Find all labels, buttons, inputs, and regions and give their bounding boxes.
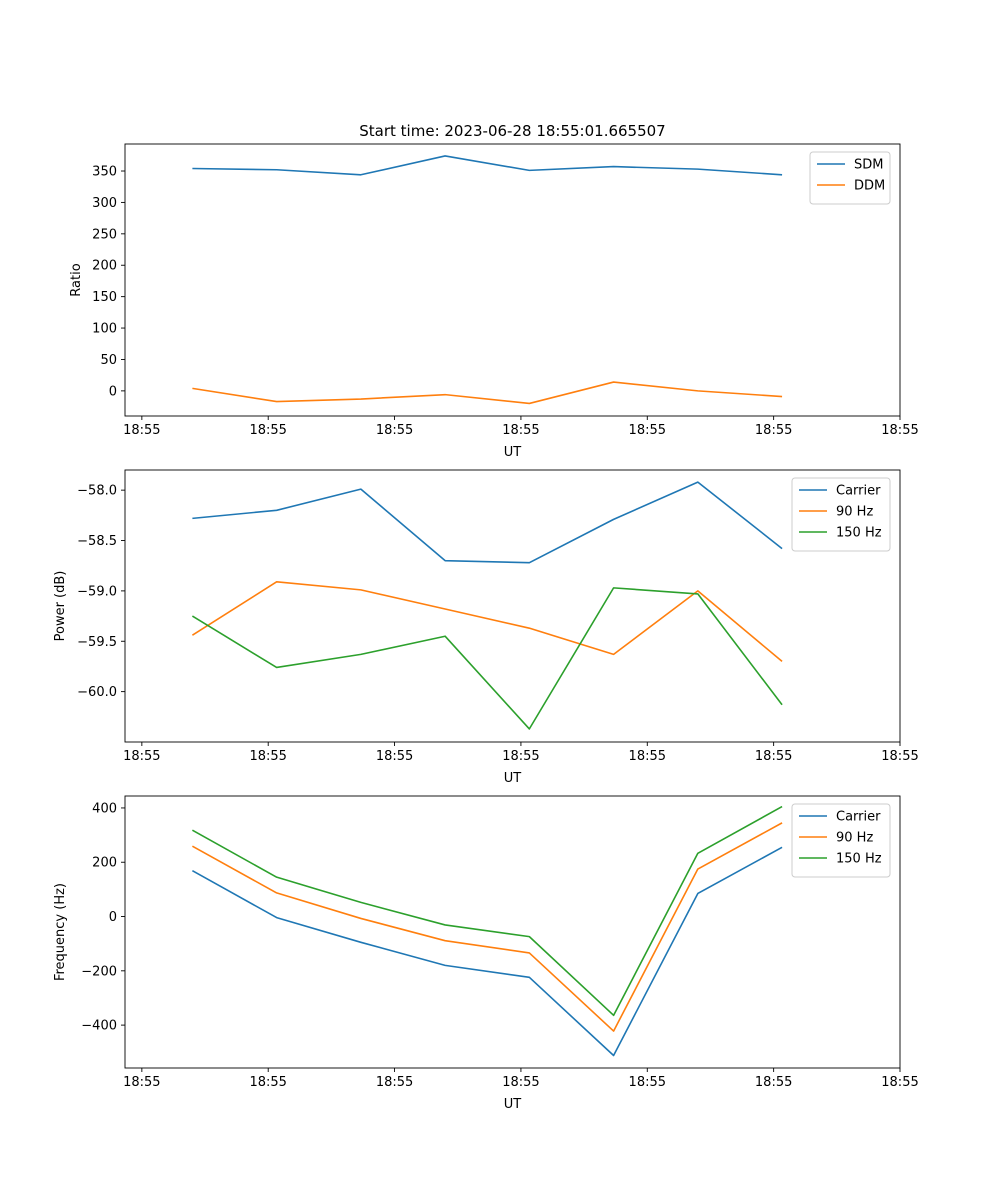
chart-panel-2: 18:55 18:55 18:55 18:55 18:55 18:55 18:55 −58.0… — [53, 469, 919, 786]
legend-entry: 150 Hz — [836, 526, 882, 541]
x-tick-label: 18:55 — [249, 749, 286, 764]
series-line-3-3 — [192, 805, 783, 1017]
legend-entry: DDM — [854, 179, 885, 194]
x-tick-label: 18:55 — [629, 1075, 666, 1090]
legend-entry: Carrier — [836, 484, 881, 499]
series-line-1-1 — [192, 155, 783, 176]
legend: SDM DDM — [809, 151, 891, 205]
x-axis-label: UT — [504, 771, 522, 786]
chart-panel-1: 18:55 18:55 18:55 18:55 18:55 18:55 18:55 0 50 10… — [69, 143, 919, 460]
figure-title: Start time: 2023-06-28 18:55:01.665507 — [359, 122, 665, 140]
series-line-3-2 — [192, 822, 783, 1032]
legend-entry: 150 Hz — [836, 852, 882, 867]
x-tick-label: 18:55 — [629, 423, 666, 438]
axes-frame — [124, 795, 901, 1069]
legend-box — [809, 151, 891, 205]
y-axis-label: Ratio — [69, 263, 84, 296]
x-tick-label: 18:55 — [755, 749, 792, 764]
y-tick-label: 250 — [92, 227, 117, 242]
y-tick-label: −400 — [81, 1019, 117, 1034]
y-tick-label: 0 — [109, 910, 117, 925]
x-tick-label: 18:55 — [881, 1075, 918, 1090]
x-tick-label: 18:55 — [249, 423, 286, 438]
x-tick-label: 18:55 — [376, 423, 413, 438]
legend: Carrier 90 Hz 150 Hz — [791, 477, 891, 552]
y-axis-label: Frequency (Hz) — [53, 883, 68, 981]
series-line-1-2 — [192, 381, 783, 405]
y-tick-label: −58.0 — [77, 484, 117, 499]
series-line-3-1 — [192, 846, 783, 1057]
y-tick-label: 400 — [92, 801, 117, 816]
series-line-2-2 — [191, 581, 783, 663]
y-tick-label: 100 — [92, 322, 117, 337]
y-tick-label: 350 — [92, 165, 117, 180]
y-tick-label: 200 — [92, 259, 117, 274]
x-tick-label: 18:55 — [755, 1075, 792, 1090]
x-tick-label: 18:55 — [502, 749, 539, 764]
y-tick-label: 200 — [92, 856, 117, 871]
x-tick-label: 18:55 — [376, 749, 413, 764]
legend-entry: 90 Hz — [836, 831, 873, 846]
y-tick-label: −59.0 — [77, 584, 117, 599]
x-tick-label: 18:55 — [881, 749, 918, 764]
x-tick-label: 18:55 — [123, 1075, 160, 1090]
x-tick-label: 18:55 — [249, 1075, 286, 1090]
y-tick-label: 0 — [109, 384, 117, 399]
x-axis-label: UT — [504, 1097, 522, 1112]
y-axis-label: Power (dB) — [53, 571, 68, 642]
legend-entry: Carrier — [836, 810, 881, 825]
axes-frame — [124, 143, 901, 417]
y-tick-label: −60.0 — [77, 685, 117, 700]
chart-panel-3: 18:55 18:55 18:55 18:55 18:55 18:55 18:55 400 20… — [53, 795, 919, 1112]
y-tick-label: −200 — [81, 964, 117, 979]
x-axis-label: UT — [504, 445, 522, 460]
x-tick-label: 18:55 — [123, 423, 160, 438]
x-tick-label: 18:55 — [502, 423, 539, 438]
series-line-2-1 — [192, 481, 783, 564]
x-tick-label: 18:55 — [629, 749, 666, 764]
legend-entry: SDM — [854, 158, 883, 173]
y-tick-label: −59.5 — [77, 635, 117, 650]
series-line-2-3 — [191, 587, 783, 730]
y-tick-label: 300 — [92, 196, 117, 211]
x-tick-label: 18:55 — [502, 1075, 539, 1090]
legend-entry: 90 Hz — [836, 505, 873, 520]
y-tick-label: 50 — [100, 353, 117, 368]
x-tick-label: 18:55 — [755, 423, 792, 438]
axes-frame — [124, 469, 901, 743]
x-tick-label: 18:55 — [123, 749, 160, 764]
x-tick-label: 18:55 — [881, 423, 918, 438]
x-tick-label: 18:55 — [376, 1075, 413, 1090]
legend: Carrier 90 Hz 150 Hz — [791, 803, 891, 878]
y-tick-label: 150 — [92, 290, 117, 305]
y-tick-label: −58.5 — [77, 534, 117, 549]
